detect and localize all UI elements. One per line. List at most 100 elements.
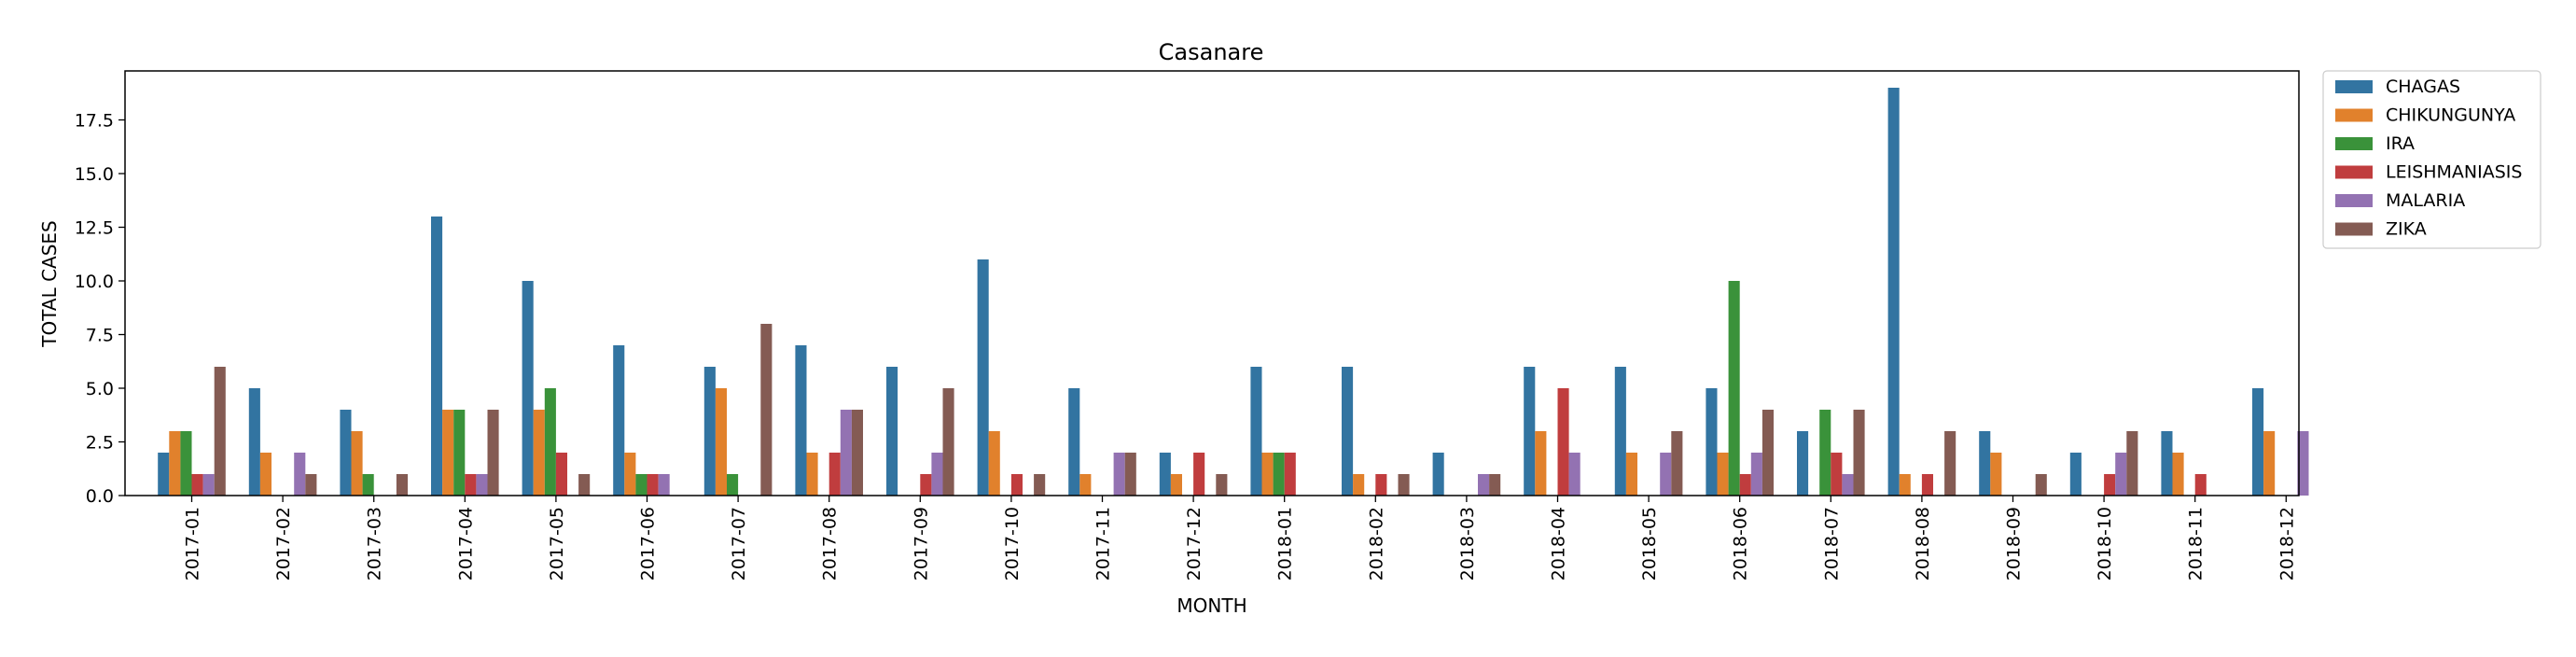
bar-malaria-2017-06 bbox=[658, 474, 670, 496]
bar-chagas-2018-05 bbox=[1614, 367, 1626, 496]
x-tick-label: 2017-01 bbox=[183, 507, 203, 580]
bar-chagas-2017-01 bbox=[158, 453, 170, 496]
x-tick-label: 2018-04 bbox=[1549, 507, 1569, 580]
y-tick-label: 15.0 bbox=[75, 164, 114, 185]
bar-zika-2018-03 bbox=[1489, 474, 1501, 496]
bar-ira-2017-07 bbox=[727, 474, 739, 496]
bar-leishmaniasis-2017-09 bbox=[920, 474, 932, 496]
bar-leishmaniasis-2018-01 bbox=[1284, 453, 1296, 496]
bar-leishmaniasis-2018-06 bbox=[1739, 474, 1751, 496]
bar-leishmaniasis-2017-04 bbox=[465, 474, 477, 496]
bar-zika-2018-08 bbox=[1944, 431, 1956, 496]
bar-chagas-2018-02 bbox=[1342, 367, 1354, 496]
x-axis-label: MONTH bbox=[1177, 594, 1246, 617]
y-tick-label: 5.0 bbox=[86, 379, 114, 399]
bar-ira-2017-04 bbox=[453, 410, 466, 496]
y-tick-label: 12.5 bbox=[75, 218, 114, 239]
bar-chagas-2018-08 bbox=[1887, 88, 1900, 496]
chart-title: Casanare bbox=[1159, 39, 1264, 65]
bar-chagas-2018-09 bbox=[1979, 431, 1991, 496]
bar-zika-2017-05 bbox=[578, 474, 591, 496]
legend-swatch-ira bbox=[2335, 137, 2373, 150]
x-tick-label: 2018-08 bbox=[1913, 507, 1933, 580]
bar-zika-2018-10 bbox=[2126, 431, 2138, 496]
bar-ira-2017-05 bbox=[544, 388, 556, 496]
bar-zika-2017-07 bbox=[760, 324, 773, 496]
bar-chikungunya-2018-11 bbox=[2172, 453, 2184, 496]
legend-swatch-chagas bbox=[2335, 80, 2373, 93]
x-tick-label: 2018-03 bbox=[1457, 507, 1478, 580]
bar-leishmaniasis-2018-11 bbox=[2194, 474, 2207, 496]
bar-leishmaniasis-2017-12 bbox=[1193, 453, 1205, 496]
bar-chagas-2017-10 bbox=[977, 259, 989, 496]
bar-chikungunya-2018-05 bbox=[1625, 453, 1637, 496]
bar-ira-2017-03 bbox=[362, 474, 374, 496]
bar-chikungunya-2017-02 bbox=[259, 453, 272, 496]
x-tick-label: 2017-06 bbox=[638, 507, 659, 580]
y-tick-label: 17.5 bbox=[75, 111, 114, 132]
legend-label-chagas: CHAGAS bbox=[2386, 77, 2460, 97]
bar-zika-2017-11 bbox=[1124, 453, 1136, 496]
bar-zika-2018-06 bbox=[1761, 410, 1774, 496]
bar-chikungunya-2018-08 bbox=[1899, 474, 1911, 496]
legend-swatch-malaria bbox=[2335, 194, 2373, 207]
bar-chagas-2017-07 bbox=[703, 367, 716, 496]
bar-chikungunya-2018-01 bbox=[1261, 453, 1274, 496]
bar-chikungunya-2017-12 bbox=[1170, 474, 1182, 496]
x-tick-label: 2017-10 bbox=[1002, 507, 1023, 580]
bar-leishmaniasis-2018-08 bbox=[1921, 474, 1933, 496]
bar-malaria-2017-04 bbox=[476, 474, 488, 496]
x-tick-label: 2018-11 bbox=[2186, 507, 2207, 580]
bar-chikungunya-2018-06 bbox=[1717, 453, 1729, 496]
bar-chagas-2018-11 bbox=[2161, 431, 2173, 496]
x-tick-label: 2018-12 bbox=[2277, 507, 2297, 580]
y-tick-label: 2.5 bbox=[86, 433, 114, 454]
bar-zika-2017-03 bbox=[396, 474, 408, 496]
bar-chagas-2018-12 bbox=[2252, 388, 2264, 496]
bar-chagas-2017-05 bbox=[522, 281, 534, 496]
bar-leishmaniasis-2017-06 bbox=[647, 474, 659, 496]
x-tick-label: 2017-09 bbox=[911, 507, 931, 580]
x-tick-label: 2017-07 bbox=[729, 507, 749, 580]
bar-chagas-2017-12 bbox=[1159, 453, 1171, 496]
y-tick-label: 7.5 bbox=[86, 326, 114, 346]
x-tick-label: 2018-07 bbox=[1821, 507, 1842, 580]
legend-label-zika: ZIKA bbox=[2386, 219, 2427, 240]
bar-chikungunya-2017-01 bbox=[169, 431, 181, 496]
x-tick-label: 2018-02 bbox=[1366, 507, 1386, 580]
bar-ira-2017-01 bbox=[180, 431, 192, 496]
bar-chagas-2017-06 bbox=[613, 345, 625, 496]
bar-ira-2017-06 bbox=[635, 474, 647, 496]
y-axis: 0.0 2.5 5.0 7.5 10.0 12.5 15.0 17.5 bbox=[75, 111, 125, 507]
bar-chikungunya-2017-08 bbox=[806, 453, 818, 496]
bar-chikungunya-2018-12 bbox=[2263, 431, 2276, 496]
bar-chagas-2018-01 bbox=[1250, 367, 1262, 496]
legend-label-chikungunya: CHIKUNGUNYA bbox=[2386, 105, 2515, 126]
legend-swatch-chikungunya bbox=[2335, 108, 2373, 122]
legend-swatch-leishmaniasis bbox=[2335, 165, 2373, 179]
x-axis: 2017-01 2017-02 2017-03 2017-04 2017-05 2017-… bbox=[183, 496, 2297, 580]
bar-zika-2017-01 bbox=[214, 367, 226, 496]
x-tick-label: 2018-09 bbox=[2004, 507, 2025, 580]
bar-chagas-2018-03 bbox=[1432, 453, 1444, 496]
bar-ira-2018-01 bbox=[1273, 453, 1285, 496]
x-tick-label: 2018-05 bbox=[1639, 507, 1660, 580]
bar-malaria-2018-07 bbox=[1842, 474, 1854, 496]
bar-malaria-2017-11 bbox=[1113, 453, 1125, 496]
bar-leishmaniasis-2018-10 bbox=[2104, 474, 2116, 496]
bar-chagas-2018-06 bbox=[1706, 388, 1718, 496]
bar-malaria-2018-03 bbox=[1478, 474, 1490, 496]
x-tick-label: 2017-05 bbox=[547, 507, 567, 580]
bar-zika-2017-02 bbox=[305, 474, 317, 496]
bar-zika-2017-04 bbox=[487, 410, 499, 496]
bar-chikungunya-2017-10 bbox=[988, 431, 1000, 496]
x-tick-label: 2017-04 bbox=[455, 507, 476, 580]
bar-malaria-2017-01 bbox=[202, 474, 215, 496]
bar-chikungunya-2017-07 bbox=[715, 388, 727, 496]
bar-chagas-2018-07 bbox=[1797, 431, 1809, 496]
bar-chagas-2017-11 bbox=[1068, 388, 1080, 496]
bar-chikungunya-2017-06 bbox=[624, 453, 636, 496]
bar-chagas-2017-02 bbox=[248, 388, 260, 496]
y-tick-label: 10.0 bbox=[75, 272, 114, 292]
